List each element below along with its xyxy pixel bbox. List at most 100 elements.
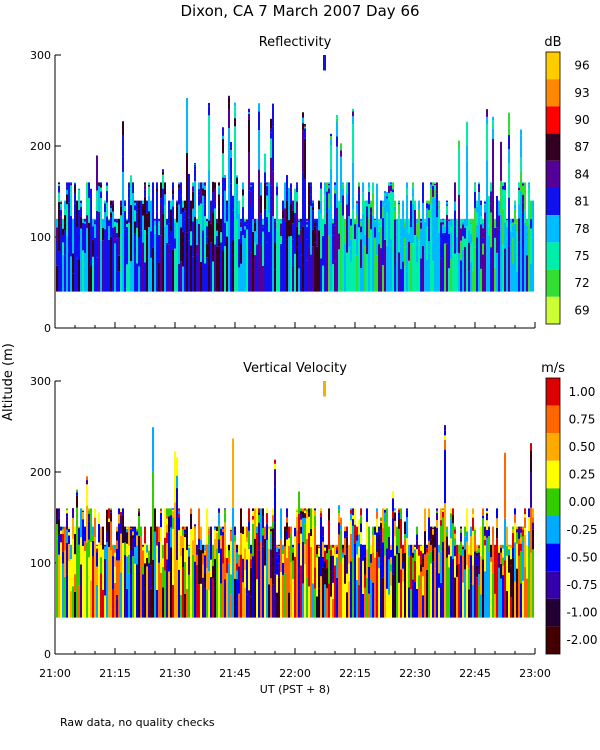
heatmap-cell (100, 240, 102, 292)
heatmap-cell (250, 183, 252, 186)
heatmap-cell (120, 206, 122, 216)
heatmap-cell (292, 210, 294, 224)
heatmap-cell (510, 223, 512, 232)
heatmap-cell (156, 188, 158, 192)
heatmap-cell (166, 508, 168, 516)
heatmap-cell (512, 533, 514, 549)
heatmap-cell (478, 546, 480, 548)
heatmap-cell (398, 552, 400, 583)
heatmap-cell (520, 532, 522, 538)
heatmap-cell (412, 204, 414, 244)
heatmap-cell (202, 188, 204, 196)
heatmap-cell (322, 567, 324, 618)
heatmap-cell (456, 252, 458, 292)
heatmap-cell (356, 526, 358, 536)
heatmap-cell (188, 544, 190, 546)
heatmap-cell (264, 182, 266, 210)
heatmap-cell (514, 508, 516, 515)
heatmap-cell (74, 182, 76, 184)
heatmap-cell (216, 531, 218, 533)
heatmap-cell (450, 232, 452, 259)
heatmap-cell (76, 499, 78, 508)
heatmap-cell (184, 200, 186, 209)
heatmap-cell (302, 112, 304, 118)
heatmap-cell (138, 200, 140, 238)
heatmap-cell (474, 534, 476, 552)
heatmap-cell (522, 182, 524, 184)
heatmap-cell (178, 212, 180, 264)
heatmap-cell (82, 510, 84, 512)
heatmap-cell (330, 549, 332, 556)
heatmap-cell (204, 185, 206, 190)
heatmap-cell (204, 263, 206, 292)
heatmap-cell (320, 576, 322, 618)
heatmap-cell (330, 571, 332, 597)
heatmap-cell (292, 579, 294, 618)
heatmap-cell (62, 242, 64, 255)
heatmap-cell (178, 517, 180, 531)
heatmap-cell (386, 226, 388, 246)
heatmap-cell (346, 548, 348, 574)
heatmap-cell (62, 527, 64, 529)
heatmap-cell (434, 189, 436, 198)
heatmap-cell (126, 234, 128, 265)
heatmap-cell (60, 203, 62, 207)
heatmap-cell (330, 136, 332, 140)
colorbar-swatch (546, 378, 560, 406)
heatmap-cell (530, 460, 532, 473)
heatmap-cell (252, 523, 254, 557)
heatmap-cell (120, 511, 122, 516)
heatmap-cell (416, 526, 418, 535)
heatmap-cell (412, 557, 414, 580)
heatmap-cell (446, 531, 448, 537)
heatmap-cell (522, 528, 524, 530)
heatmap-cell (150, 588, 152, 618)
heatmap-cell (270, 185, 272, 292)
heatmap-cell (304, 125, 306, 127)
heatmap-cell (470, 218, 472, 221)
heatmap-cell (470, 222, 472, 225)
heatmap-cell (408, 218, 410, 221)
heatmap-cell (66, 529, 68, 543)
colorbar-swatch (546, 543, 560, 572)
heatmap-cell (376, 255, 378, 292)
heatmap-cell (410, 561, 412, 590)
heatmap-cell (284, 526, 286, 538)
heatmap-cell (224, 509, 226, 513)
heatmap-cell (240, 554, 242, 618)
heatmap-cell (408, 233, 410, 242)
heatmap-cell (290, 191, 292, 197)
heatmap-cell (512, 557, 514, 618)
heatmap-cell (128, 222, 130, 292)
heatmap-cell (230, 147, 232, 150)
colorbar-label: 78 (574, 222, 589, 236)
heatmap-cell (498, 567, 500, 618)
heatmap-cell (246, 559, 248, 595)
heatmap-cell (396, 259, 398, 292)
heatmap-cell (320, 182, 322, 189)
heatmap-cell (468, 544, 470, 555)
heatmap-cell (126, 528, 128, 533)
heatmap-cell (66, 542, 68, 575)
heatmap-cell (234, 578, 236, 618)
heatmap-cell (362, 560, 364, 594)
heatmap-cell (514, 581, 516, 618)
heatmap-cell (412, 544, 414, 553)
heatmap-cell (210, 242, 212, 292)
heatmap-cell (144, 185, 146, 190)
heatmap-cell (292, 223, 294, 240)
heatmap-cell (98, 211, 100, 292)
heatmap-cell (76, 227, 78, 259)
heatmap-cell (216, 532, 218, 549)
heatmap-cell (278, 236, 280, 274)
heatmap-cell (64, 215, 66, 231)
heatmap-cell (280, 221, 282, 224)
heatmap-cell (472, 241, 474, 271)
heatmap-cell (342, 188, 344, 196)
heatmap-cell (406, 517, 408, 539)
heatmap-cell (500, 544, 502, 548)
heatmap-cell (58, 209, 60, 252)
heatmap-cell (198, 584, 200, 618)
heatmap-cell (286, 200, 288, 240)
heatmap-cell (352, 124, 354, 163)
